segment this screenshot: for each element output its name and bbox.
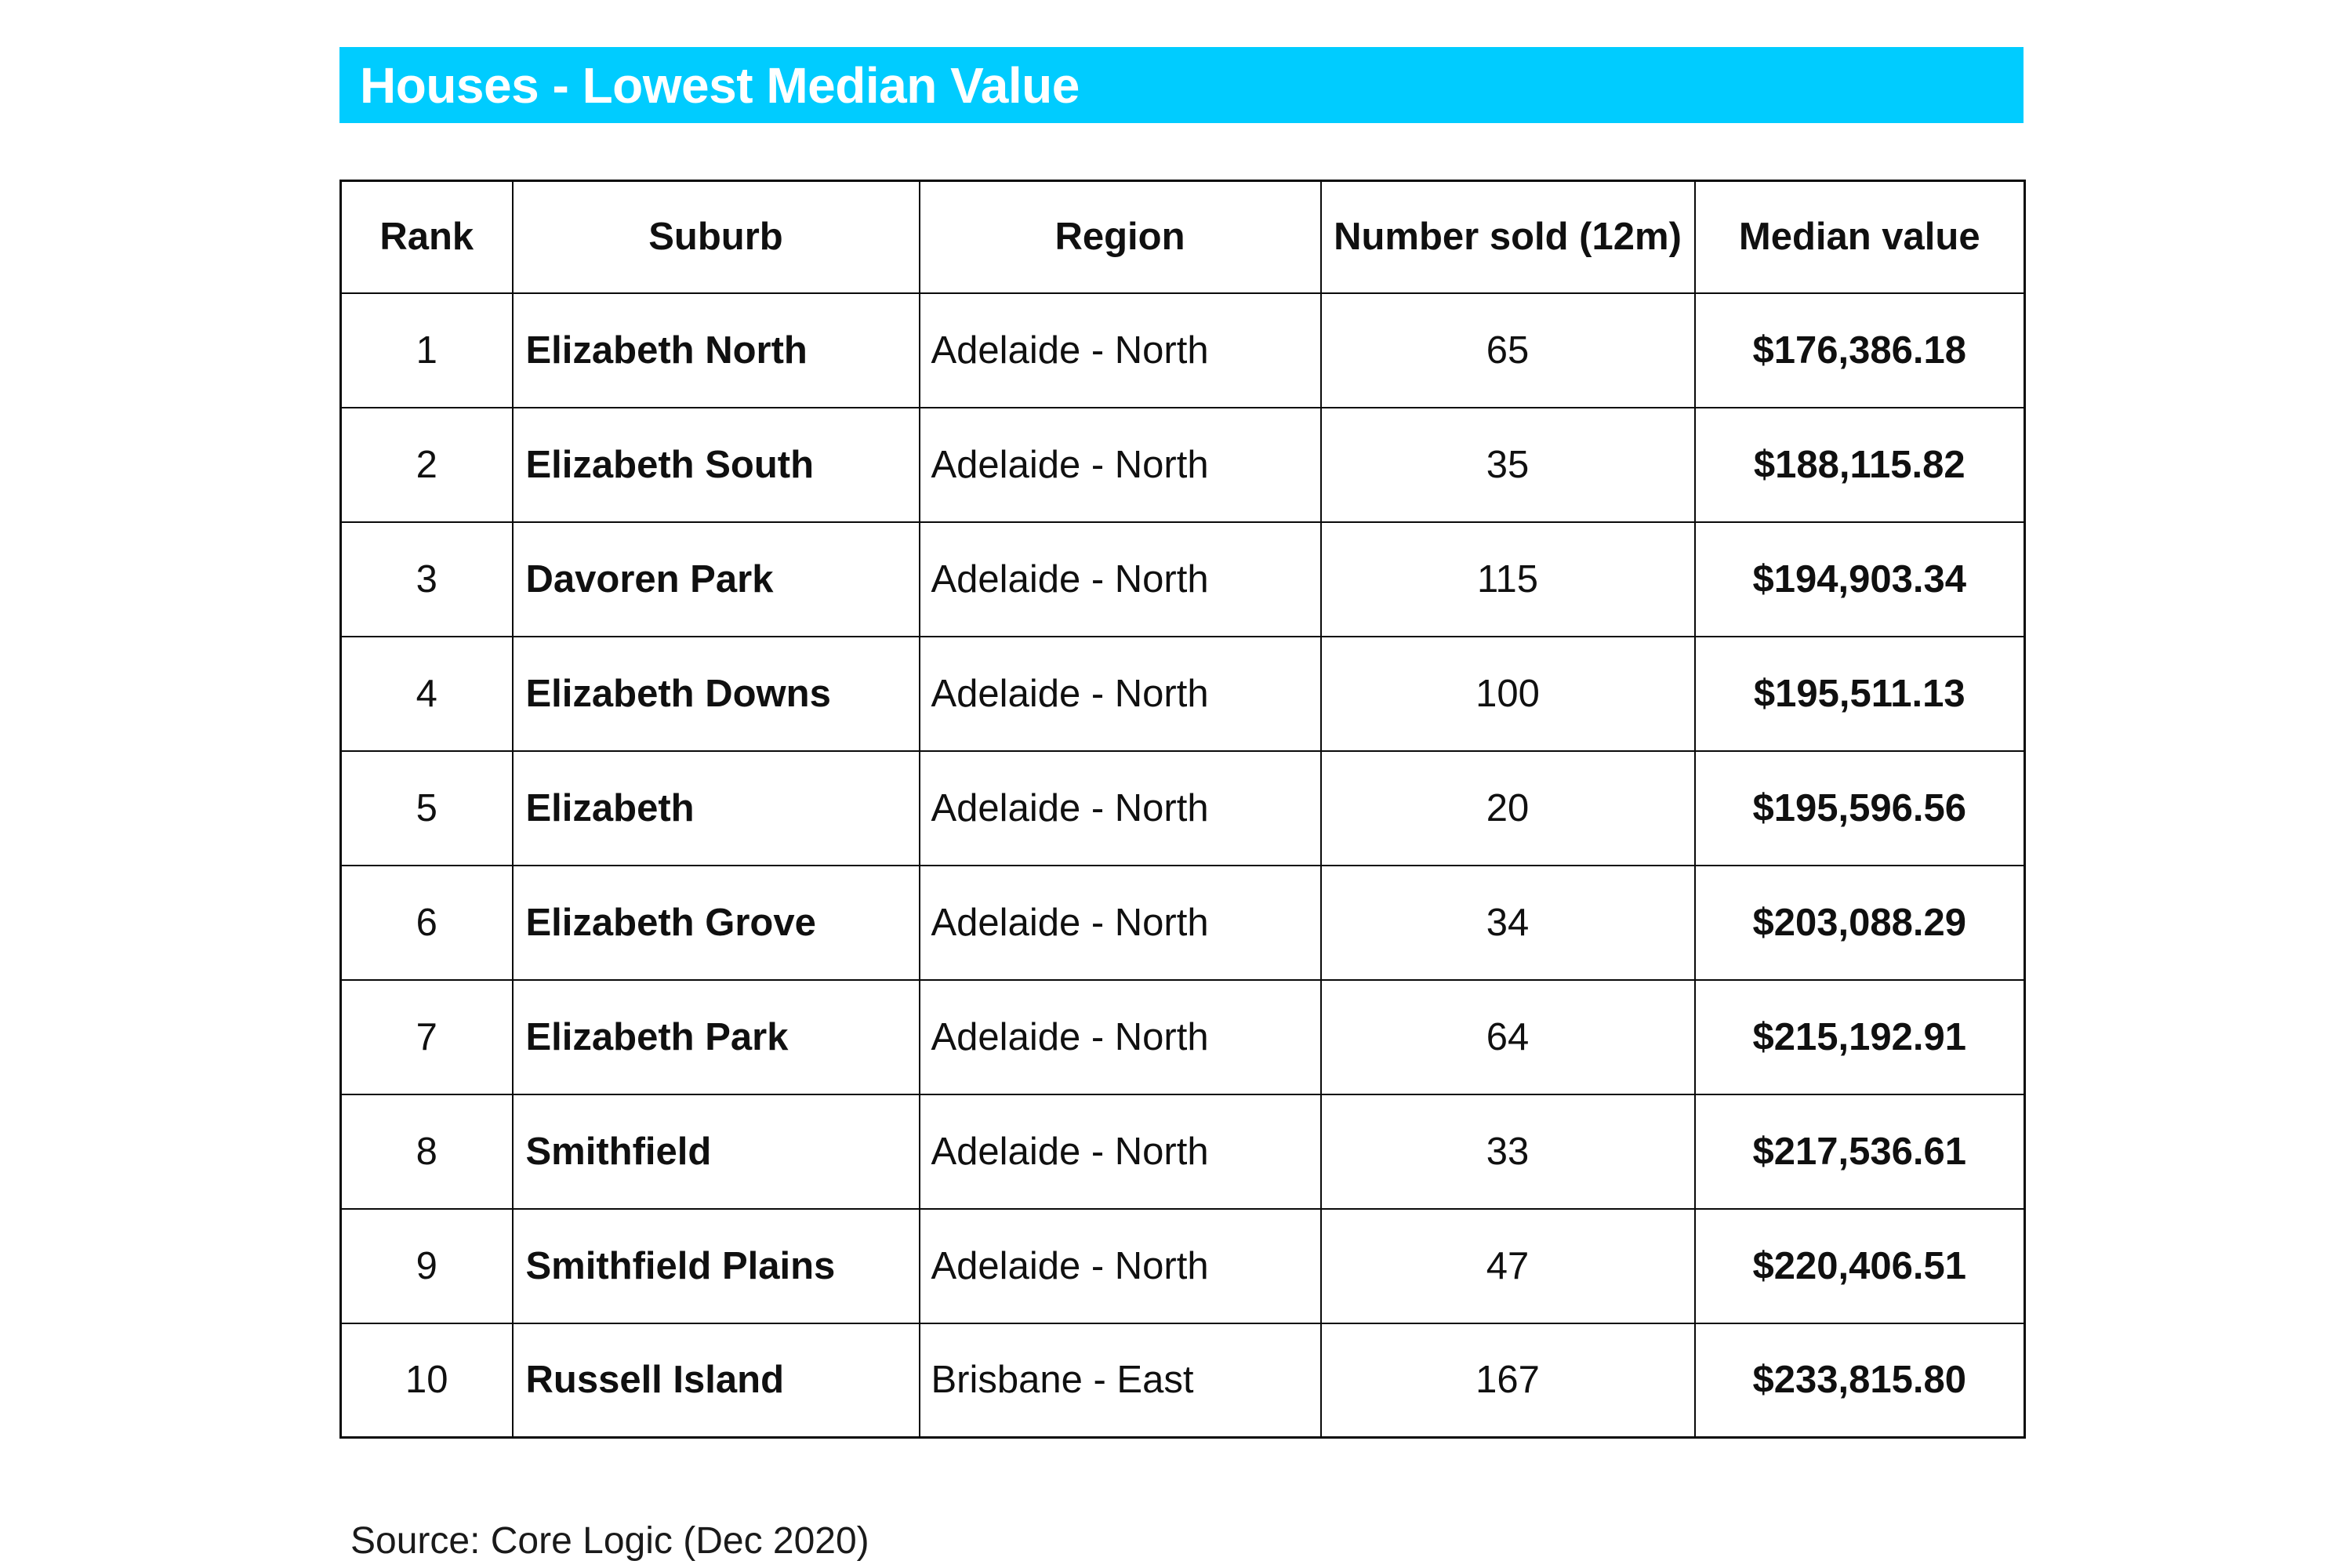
- number-sold-cell: 33: [1319, 1093, 1696, 1210]
- rank-cell: 4: [339, 635, 514, 752]
- table-header-row: Rank Suburb Region Number sold (12m) Med…: [339, 180, 2026, 294]
- column-header-number-sold: Number sold (12m): [1319, 180, 1696, 294]
- table-row: 9 Smithfield Plains Adelaide - North 47 …: [339, 1207, 2026, 1324]
- rank-cell: 2: [339, 406, 514, 523]
- region-cell: Adelaide - North: [918, 292, 1322, 408]
- region-cell: Adelaide - North: [918, 1093, 1322, 1210]
- rank-cell: 3: [339, 521, 514, 637]
- median-value-table: Rank Suburb Region Number sold (12m) Med…: [339, 180, 2026, 1439]
- column-header-rank: Rank: [339, 180, 514, 294]
- number-sold-cell: 20: [1319, 750, 1696, 866]
- number-sold-cell: 34: [1319, 864, 1696, 981]
- median-value-cell: $217,536.61: [1693, 1093, 2026, 1210]
- column-header-region: Region: [918, 180, 1322, 294]
- rank-cell: 1: [339, 292, 514, 408]
- number-sold-cell: 47: [1319, 1207, 1696, 1324]
- title-bar: Houses - Lowest Median Value: [339, 47, 2024, 123]
- median-value-cell: $233,815.80: [1693, 1322, 2026, 1439]
- region-cell: Adelaide - North: [918, 635, 1322, 752]
- rank-cell: 8: [339, 1093, 514, 1210]
- suburb-cell: Elizabeth: [511, 750, 920, 866]
- number-sold-cell: 35: [1319, 406, 1696, 523]
- rank-cell: 7: [339, 978, 514, 1095]
- suburb-cell: Elizabeth South: [511, 406, 920, 523]
- rank-cell: 9: [339, 1207, 514, 1324]
- table-row: 10 Russell Island Brisbane - East 167 $2…: [339, 1322, 2026, 1439]
- column-header-median-value: Median value: [1693, 180, 2026, 294]
- median-value-cell: $215,192.91: [1693, 978, 2026, 1095]
- median-value-cell: $188,115.82: [1693, 406, 2026, 523]
- median-value-cell: $176,386.18: [1693, 292, 2026, 408]
- number-sold-cell: 167: [1319, 1322, 1696, 1439]
- suburb-cell: Elizabeth Downs: [511, 635, 920, 752]
- suburb-cell: Smithfield Plains: [511, 1207, 920, 1324]
- suburb-cell: Smithfield: [511, 1093, 920, 1210]
- median-value-cell: $203,088.29: [1693, 864, 2026, 981]
- suburb-cell: Russell Island: [511, 1322, 920, 1439]
- suburb-cell: Elizabeth Park: [511, 978, 920, 1095]
- region-cell: Adelaide - North: [918, 521, 1322, 637]
- table-row: 4 Elizabeth Downs Adelaide - North 100 $…: [339, 635, 2026, 752]
- rank-cell: 6: [339, 864, 514, 981]
- number-sold-cell: 65: [1319, 292, 1696, 408]
- region-cell: Brisbane - East: [918, 1322, 1322, 1439]
- number-sold-cell: 100: [1319, 635, 1696, 752]
- region-cell: Adelaide - North: [918, 750, 1322, 866]
- region-cell: Adelaide - North: [918, 406, 1322, 523]
- table-row: 7 Elizabeth Park Adelaide - North 64 $21…: [339, 978, 2026, 1095]
- table-row: 5 Elizabeth Adelaide - North 20 $195,596…: [339, 750, 2026, 866]
- number-sold-cell: 64: [1319, 978, 1696, 1095]
- table-row: 2 Elizabeth South Adelaide - North 35 $1…: [339, 406, 2026, 523]
- table-row: 1 Elizabeth North Adelaide - North 65 $1…: [339, 292, 2026, 408]
- rank-cell: 10: [339, 1322, 514, 1439]
- column-header-suburb: Suburb: [511, 180, 920, 294]
- region-cell: Adelaide - North: [918, 1207, 1322, 1324]
- table-row: 8 Smithfield Adelaide - North 33 $217,53…: [339, 1093, 2026, 1210]
- source-attribution: Source: Core Logic (Dec 2020): [350, 1520, 869, 1562]
- rank-cell: 5: [339, 750, 514, 866]
- median-value-cell: $195,511.13: [1693, 635, 2026, 752]
- median-value-cell: $220,406.51: [1693, 1207, 2026, 1324]
- page-title: Houses - Lowest Median Value: [360, 56, 1080, 114]
- region-cell: Adelaide - North: [918, 978, 1322, 1095]
- median-value-cell: $194,903.34: [1693, 521, 2026, 637]
- table-row: 6 Elizabeth Grove Adelaide - North 34 $2…: [339, 864, 2026, 981]
- region-cell: Adelaide - North: [918, 864, 1322, 981]
- suburb-cell: Elizabeth Grove: [511, 864, 920, 981]
- suburb-cell: Elizabeth North: [511, 292, 920, 408]
- suburb-cell: Davoren Park: [511, 521, 920, 637]
- number-sold-cell: 115: [1319, 521, 1696, 637]
- median-value-cell: $195,596.56: [1693, 750, 2026, 866]
- table-row: 3 Davoren Park Adelaide - North 115 $194…: [339, 521, 2026, 637]
